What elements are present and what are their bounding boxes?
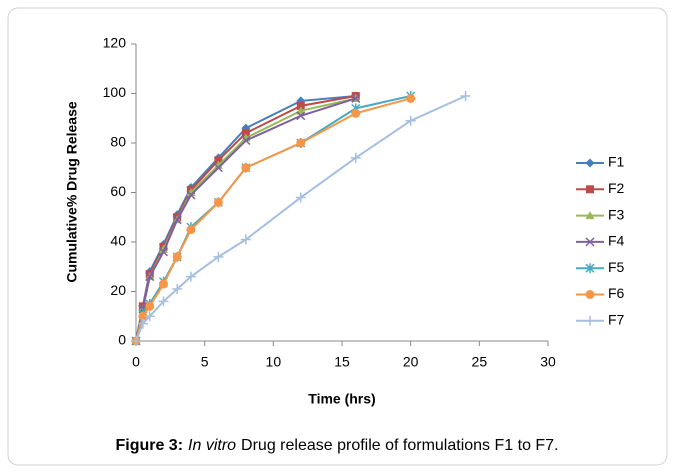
y-axis-title: Cumulative% Drug Release [64, 101, 80, 282]
marker [145, 301, 155, 311]
marker [350, 152, 361, 163]
marker [158, 279, 168, 289]
marker [296, 111, 306, 121]
marker [405, 115, 416, 126]
marker [145, 272, 155, 282]
marker [586, 185, 594, 194]
marker [158, 296, 169, 307]
marker [186, 225, 196, 235]
marker [158, 244, 168, 253]
marker [214, 156, 223, 165]
x-tick-label: 20 [403, 354, 419, 370]
caption: Figure 3: In vitro Drug release profile of… [115, 437, 558, 454]
caption-label: Figure 3: [115, 437, 183, 454]
marker [172, 284, 183, 295]
marker [185, 271, 196, 282]
marker [351, 108, 361, 118]
series-line [135, 97, 357, 342]
marker [144, 311, 155, 322]
marker [131, 336, 141, 346]
marker [585, 211, 595, 220]
legend-label: F1 [608, 154, 625, 170]
caption-emphasis: In vitro [188, 437, 236, 454]
marker [241, 129, 250, 138]
marker [585, 158, 595, 168]
marker [585, 237, 595, 247]
marker [296, 101, 305, 110]
y-tick-label: 80 [110, 134, 126, 150]
y-tick-label: 100 [103, 84, 127, 100]
legend-label: F2 [608, 180, 625, 196]
marker [158, 247, 168, 257]
marker [406, 93, 416, 103]
y-tick-label: 60 [110, 183, 126, 199]
x-tick-label: 30 [540, 354, 556, 370]
marker [213, 251, 224, 262]
y-tick-label: 120 [103, 35, 127, 51]
marker [351, 93, 361, 103]
marker [186, 190, 196, 200]
marker [138, 311, 148, 321]
marker [137, 318, 148, 329]
x-tick-label: 15 [334, 354, 350, 370]
marker [213, 163, 223, 173]
marker [585, 315, 595, 326]
x-tick-label: 5 [201, 354, 209, 370]
marker [296, 106, 306, 115]
marker [585, 290, 595, 299]
y-tick-label: 0 [118, 332, 126, 348]
y-tick-label: 20 [110, 282, 126, 298]
marker [295, 192, 306, 203]
marker [460, 90, 471, 101]
marker [241, 135, 251, 146]
marker [240, 234, 251, 245]
legend-label: F5 [608, 259, 625, 275]
marker [213, 197, 223, 207]
marker [296, 138, 306, 148]
x-tick-label: 0 [132, 354, 140, 370]
marker [172, 252, 182, 262]
caption-text: Drug release profile of formulations F1 … [241, 437, 558, 454]
marker [172, 215, 182, 225]
series-line [135, 95, 467, 342]
legend-label: F7 [608, 312, 625, 328]
y-tick-label: 40 [110, 233, 126, 249]
x-tick-label: 25 [472, 354, 488, 370]
marker [241, 163, 251, 173]
x-axis-title: Time (hrs) [308, 391, 375, 407]
frame [7, 7, 668, 466]
legend-label: F3 [608, 206, 625, 222]
legend-label: F4 [608, 233, 625, 249]
marker [585, 263, 595, 274]
x-tick-label: 10 [266, 354, 282, 370]
legend-label: F6 [608, 285, 625, 301]
